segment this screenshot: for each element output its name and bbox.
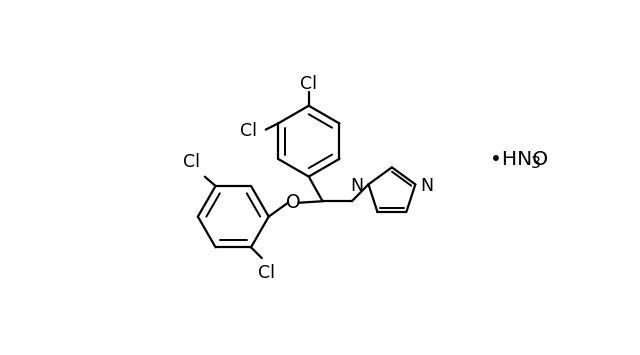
Text: N: N [420,177,433,195]
Text: Cl: Cl [300,75,317,93]
Text: N: N [351,177,364,195]
Text: O: O [286,193,301,212]
Text: 3: 3 [531,156,541,171]
Text: Cl: Cl [183,153,200,170]
Text: Cl: Cl [258,264,275,282]
Text: •HNO: •HNO [490,150,548,169]
Text: Cl: Cl [239,122,257,140]
